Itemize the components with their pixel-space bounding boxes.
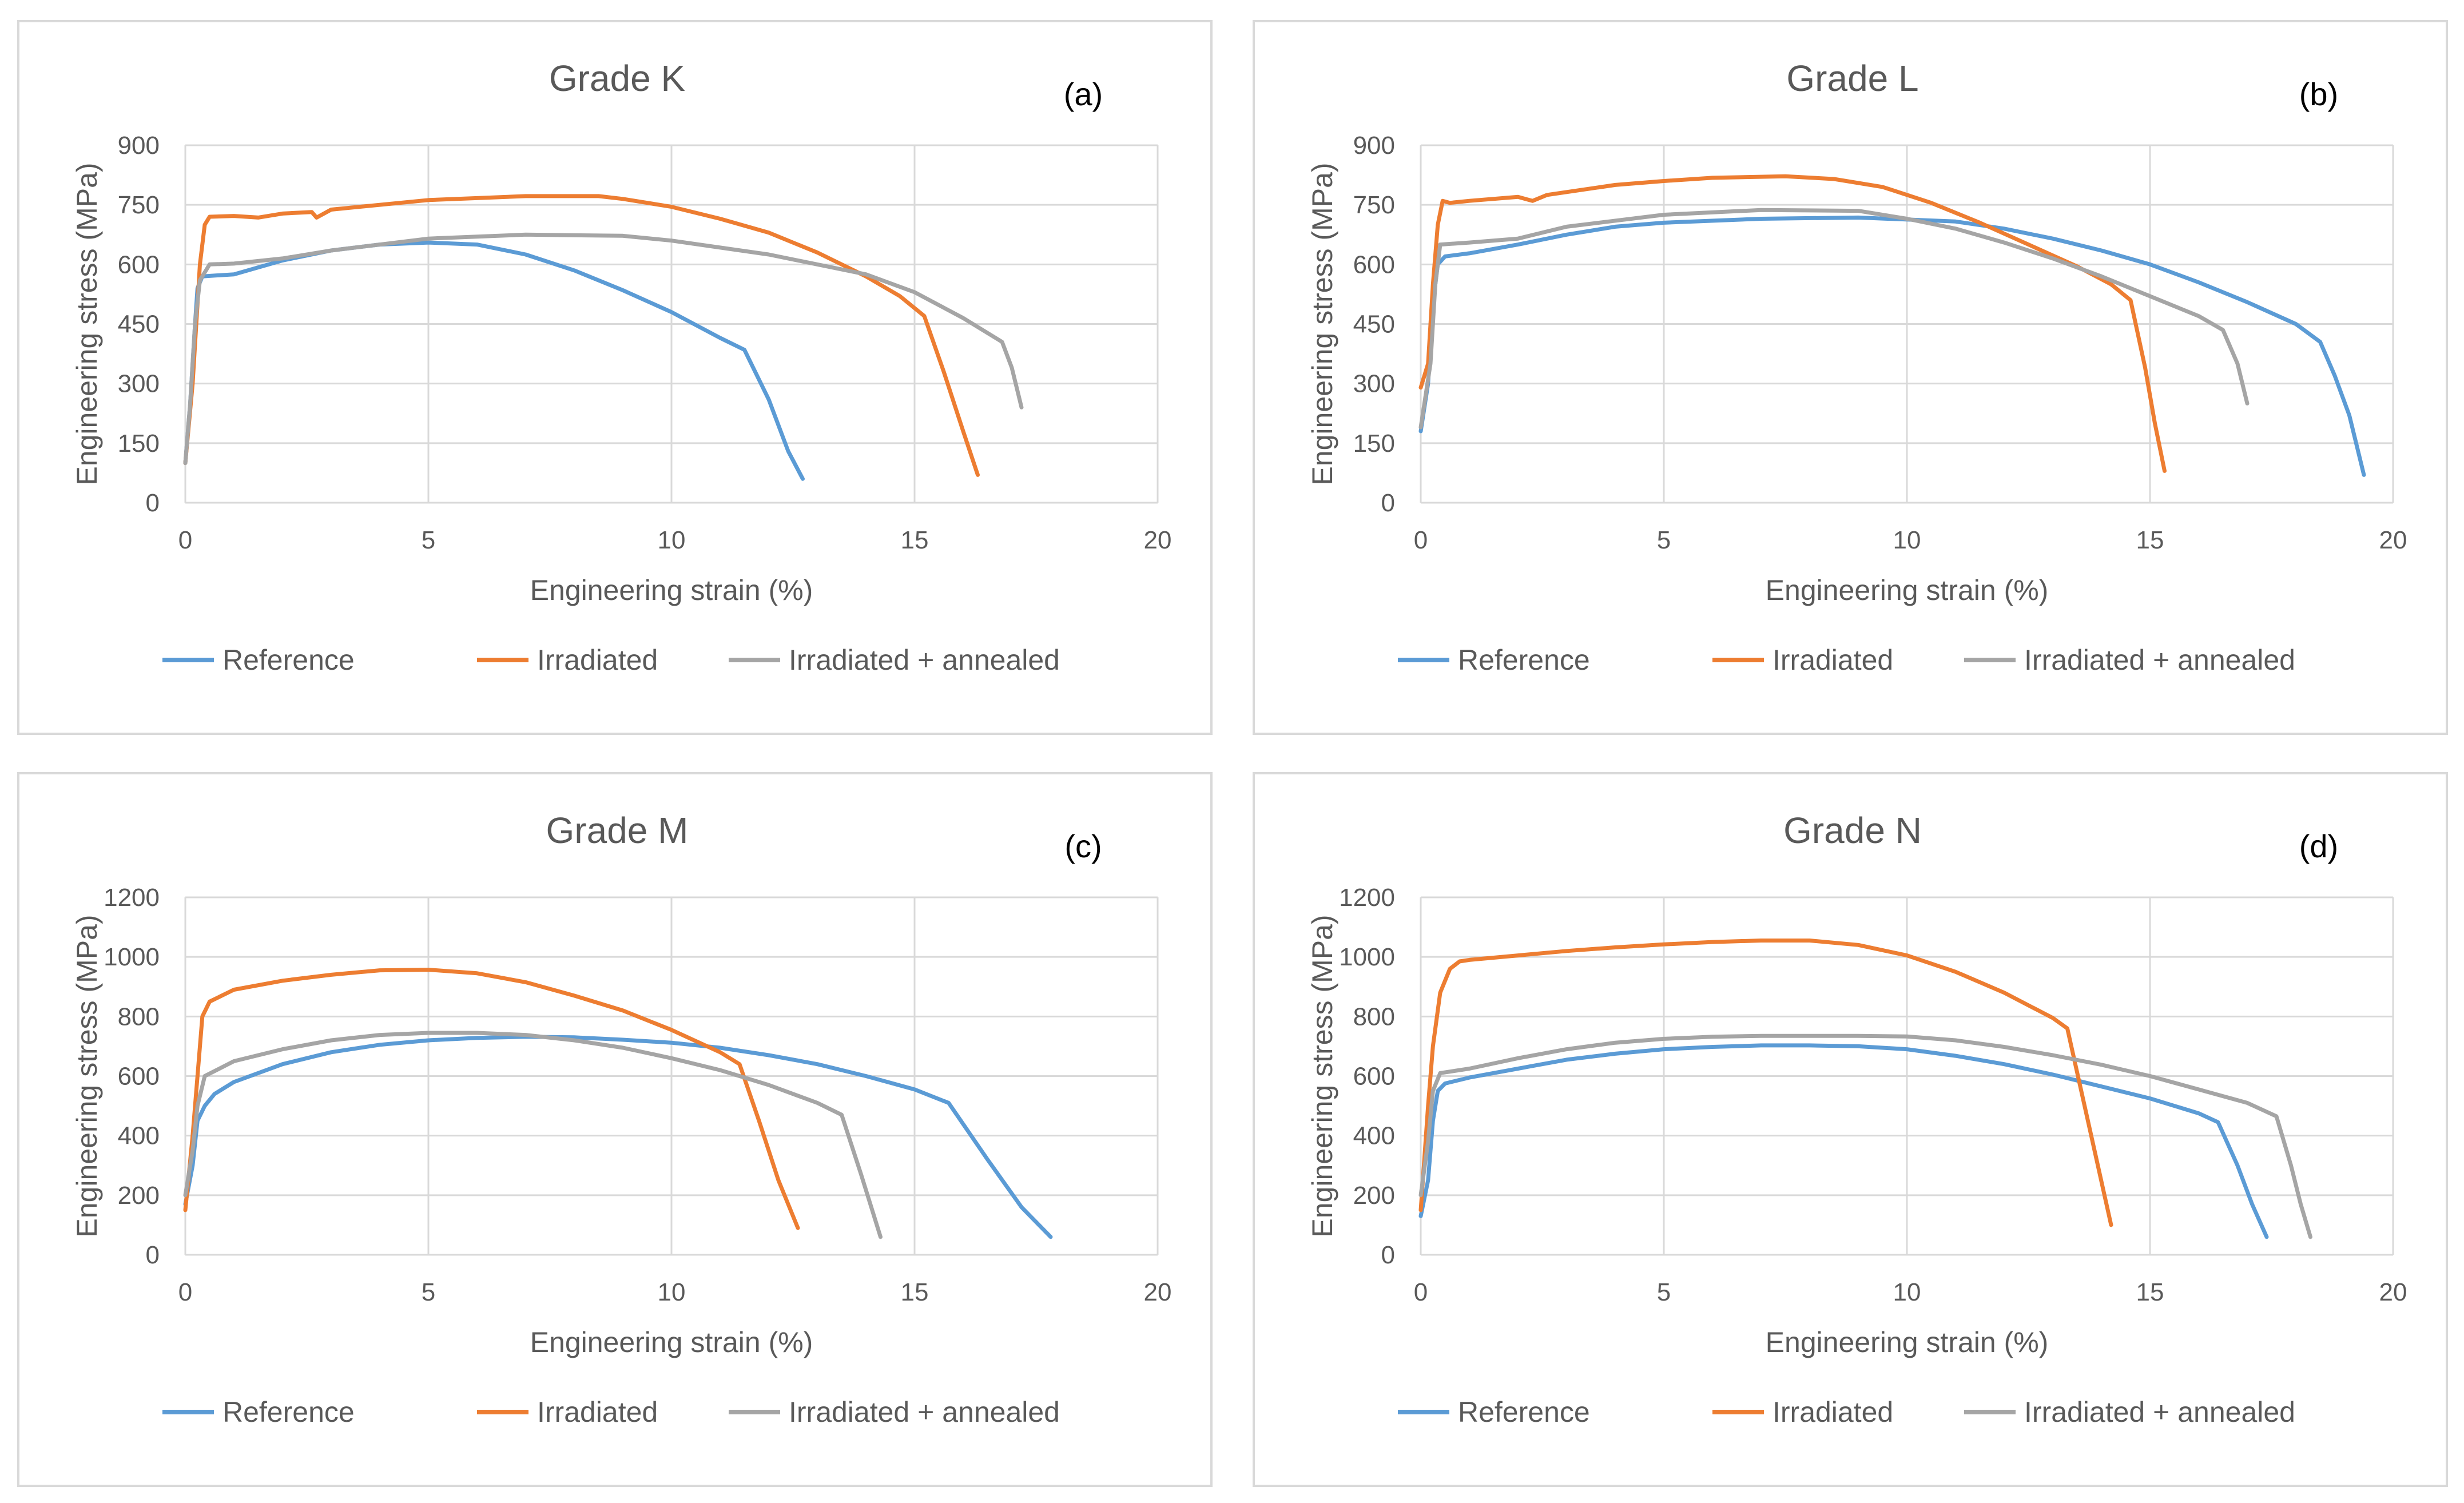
- x-tick-label: 20: [2379, 1278, 2407, 1306]
- y-tick-label: 600: [118, 1063, 160, 1091]
- chart-svg-grade-k: Grade K (a) 0 150 300 450 600 750 900 0 5 10 15 20 Eng…: [71, 58, 1172, 676]
- x-tick-label: 0: [178, 1278, 192, 1306]
- panel-label: (d): [2299, 828, 2338, 864]
- y-axis-label: Engineering stress (MPa): [1306, 914, 1338, 1237]
- series-line-irradiated-annealed: [183, 1031, 883, 1239]
- y-tick-label: 900: [118, 132, 160, 160]
- y-tick-label: 0: [146, 1241, 160, 1269]
- x-tick-label: 5: [422, 526, 435, 554]
- y-axis-label: Engineering stress (MPa): [71, 162, 103, 485]
- legend-label: Irradiated: [1773, 1396, 1893, 1428]
- legend-label: Reference: [222, 644, 355, 676]
- x-axis-label: Engineering strain (%): [1766, 1326, 2049, 1358]
- series-line-irradiated: [1418, 939, 2113, 1227]
- x-tick-label: 20: [1144, 1278, 1172, 1306]
- chart-title: Grade M: [546, 810, 689, 851]
- y-tick-label: 1000: [104, 943, 160, 971]
- x-tick-label: 10: [1893, 526, 1921, 554]
- y-tick-label: 200: [1353, 1182, 1395, 1210]
- legend-label: Irradiated + annealed: [2024, 1396, 2295, 1428]
- x-tick-label: 20: [2379, 526, 2407, 554]
- y-tick-label: 750: [118, 191, 160, 219]
- y-tick-label: 600: [1353, 250, 1395, 279]
- x-tick-label: 0: [1414, 526, 1428, 554]
- y-tick-label: 400: [118, 1122, 160, 1150]
- series-line-irradiated: [183, 968, 800, 1230]
- y-tick-label: 800: [118, 1003, 160, 1031]
- series-line-irradiated-annealed: [1418, 1033, 2312, 1239]
- chart-svg-grade-l: Grade L (b) 0 150 300 450 600 750 900 0 5 10 15 20 Eng…: [1306, 58, 2407, 676]
- legend-label: Reference: [1458, 644, 1590, 676]
- x-tick-label: 5: [422, 1278, 435, 1306]
- y-axis-label: Engineering stress (MPa): [1306, 162, 1338, 485]
- y-tick-label: 0: [1381, 489, 1395, 517]
- chart-title: Grade L: [1786, 58, 1918, 99]
- y-tick-label: 300: [118, 370, 160, 398]
- x-tick-label: 5: [1657, 1278, 1671, 1306]
- x-axis-label: Engineering strain (%): [1766, 574, 2049, 606]
- chart-title: Grade N: [1783, 810, 1922, 851]
- y-tick-label: 0: [1381, 1241, 1395, 1269]
- x-tick-label: 0: [178, 526, 192, 554]
- chart-title: Grade K: [549, 58, 685, 99]
- legend-label: Reference: [1458, 1396, 1590, 1428]
- chart-panel-grade-k: Grade K (a) 0 150 300 450 600 750 900 0 5 10 15 20 Eng…: [17, 20, 1213, 735]
- legend-label: Reference: [222, 1396, 355, 1428]
- y-tick-label: 150: [1353, 430, 1395, 458]
- series-line-irradiated: [183, 194, 980, 477]
- y-tick-label: 1200: [1339, 884, 1395, 912]
- x-tick-label: 10: [658, 526, 686, 554]
- x-tick-label: 0: [1414, 1278, 1428, 1306]
- y-tick-label: 0: [146, 489, 160, 517]
- chart-panel-grade-n: Grade N (d) 0 200 400 600 800 1000 1200 0 5 10 15 20 E…: [1253, 772, 2448, 1487]
- legend-label: Irradiated + annealed: [789, 1396, 1060, 1428]
- chart-panel-grade-l: Grade L (b) 0 150 300 450 600 750 900 0 5 10 15 20 Eng…: [1253, 20, 2448, 735]
- series-line-irradiated-annealed: [183, 232, 1024, 466]
- x-tick-label: 15: [901, 1278, 929, 1306]
- series-line-reference: [1418, 215, 2366, 477]
- panel-label: (c): [1064, 828, 1102, 864]
- y-tick-label: 900: [1353, 132, 1395, 160]
- series-line-irradiated: [1418, 174, 2167, 473]
- y-tick-label: 1200: [104, 884, 160, 912]
- x-tick-label: 20: [1144, 526, 1172, 554]
- series-line-reference: [1418, 1043, 2269, 1239]
- y-tick-label: 1000: [1339, 943, 1395, 971]
- y-tick-label: 750: [1353, 191, 1395, 219]
- y-tick-label: 300: [1353, 370, 1395, 398]
- y-tick-label: 450: [1353, 311, 1395, 339]
- y-tick-label: 450: [118, 311, 160, 339]
- series-line-irradiated-annealed: [1418, 208, 2250, 430]
- y-tick-label: 150: [118, 430, 160, 458]
- x-tick-label: 10: [658, 1278, 686, 1306]
- x-tick-label: 15: [2136, 1278, 2164, 1306]
- chart-svg-grade-n: Grade N (d) 0 200 400 600 800 1000 1200 0 5 10 15 20 E…: [1306, 810, 2407, 1428]
- y-axis-label: Engineering stress (MPa): [71, 914, 103, 1237]
- x-axis-label: Engineering strain (%): [530, 574, 813, 606]
- x-tick-label: 15: [2136, 526, 2164, 554]
- y-tick-label: 400: [1353, 1122, 1395, 1150]
- chart-svg-grade-m: Grade M (c) 0 200 400 600 800 1000 1200 0 5 10 15 20 E…: [71, 810, 1172, 1428]
- panel-label: (b): [2299, 76, 2338, 112]
- panel-label: (a): [1064, 76, 1103, 112]
- y-tick-label: 600: [118, 250, 160, 279]
- legend-label: Irradiated: [1773, 644, 1893, 676]
- series-line-reference: [183, 1035, 1053, 1239]
- legend-label: Irradiated + annealed: [789, 644, 1060, 676]
- legend-label: Irradiated: [537, 644, 658, 676]
- x-tick-label: 10: [1893, 1278, 1921, 1306]
- y-tick-label: 200: [118, 1182, 160, 1210]
- x-tick-label: 15: [901, 526, 929, 554]
- y-tick-label: 800: [1353, 1003, 1395, 1031]
- chart-panel-grade-m: Grade M (c) 0 200 400 600 800 1000 1200 0 5 10 15 20 E…: [17, 772, 1213, 1487]
- x-tick-label: 5: [1657, 526, 1671, 554]
- x-axis-label: Engineering strain (%): [530, 1326, 813, 1358]
- y-tick-label: 600: [1353, 1063, 1395, 1091]
- legend-label: Irradiated: [537, 1396, 658, 1428]
- legend-label: Irradiated + annealed: [2024, 644, 2295, 676]
